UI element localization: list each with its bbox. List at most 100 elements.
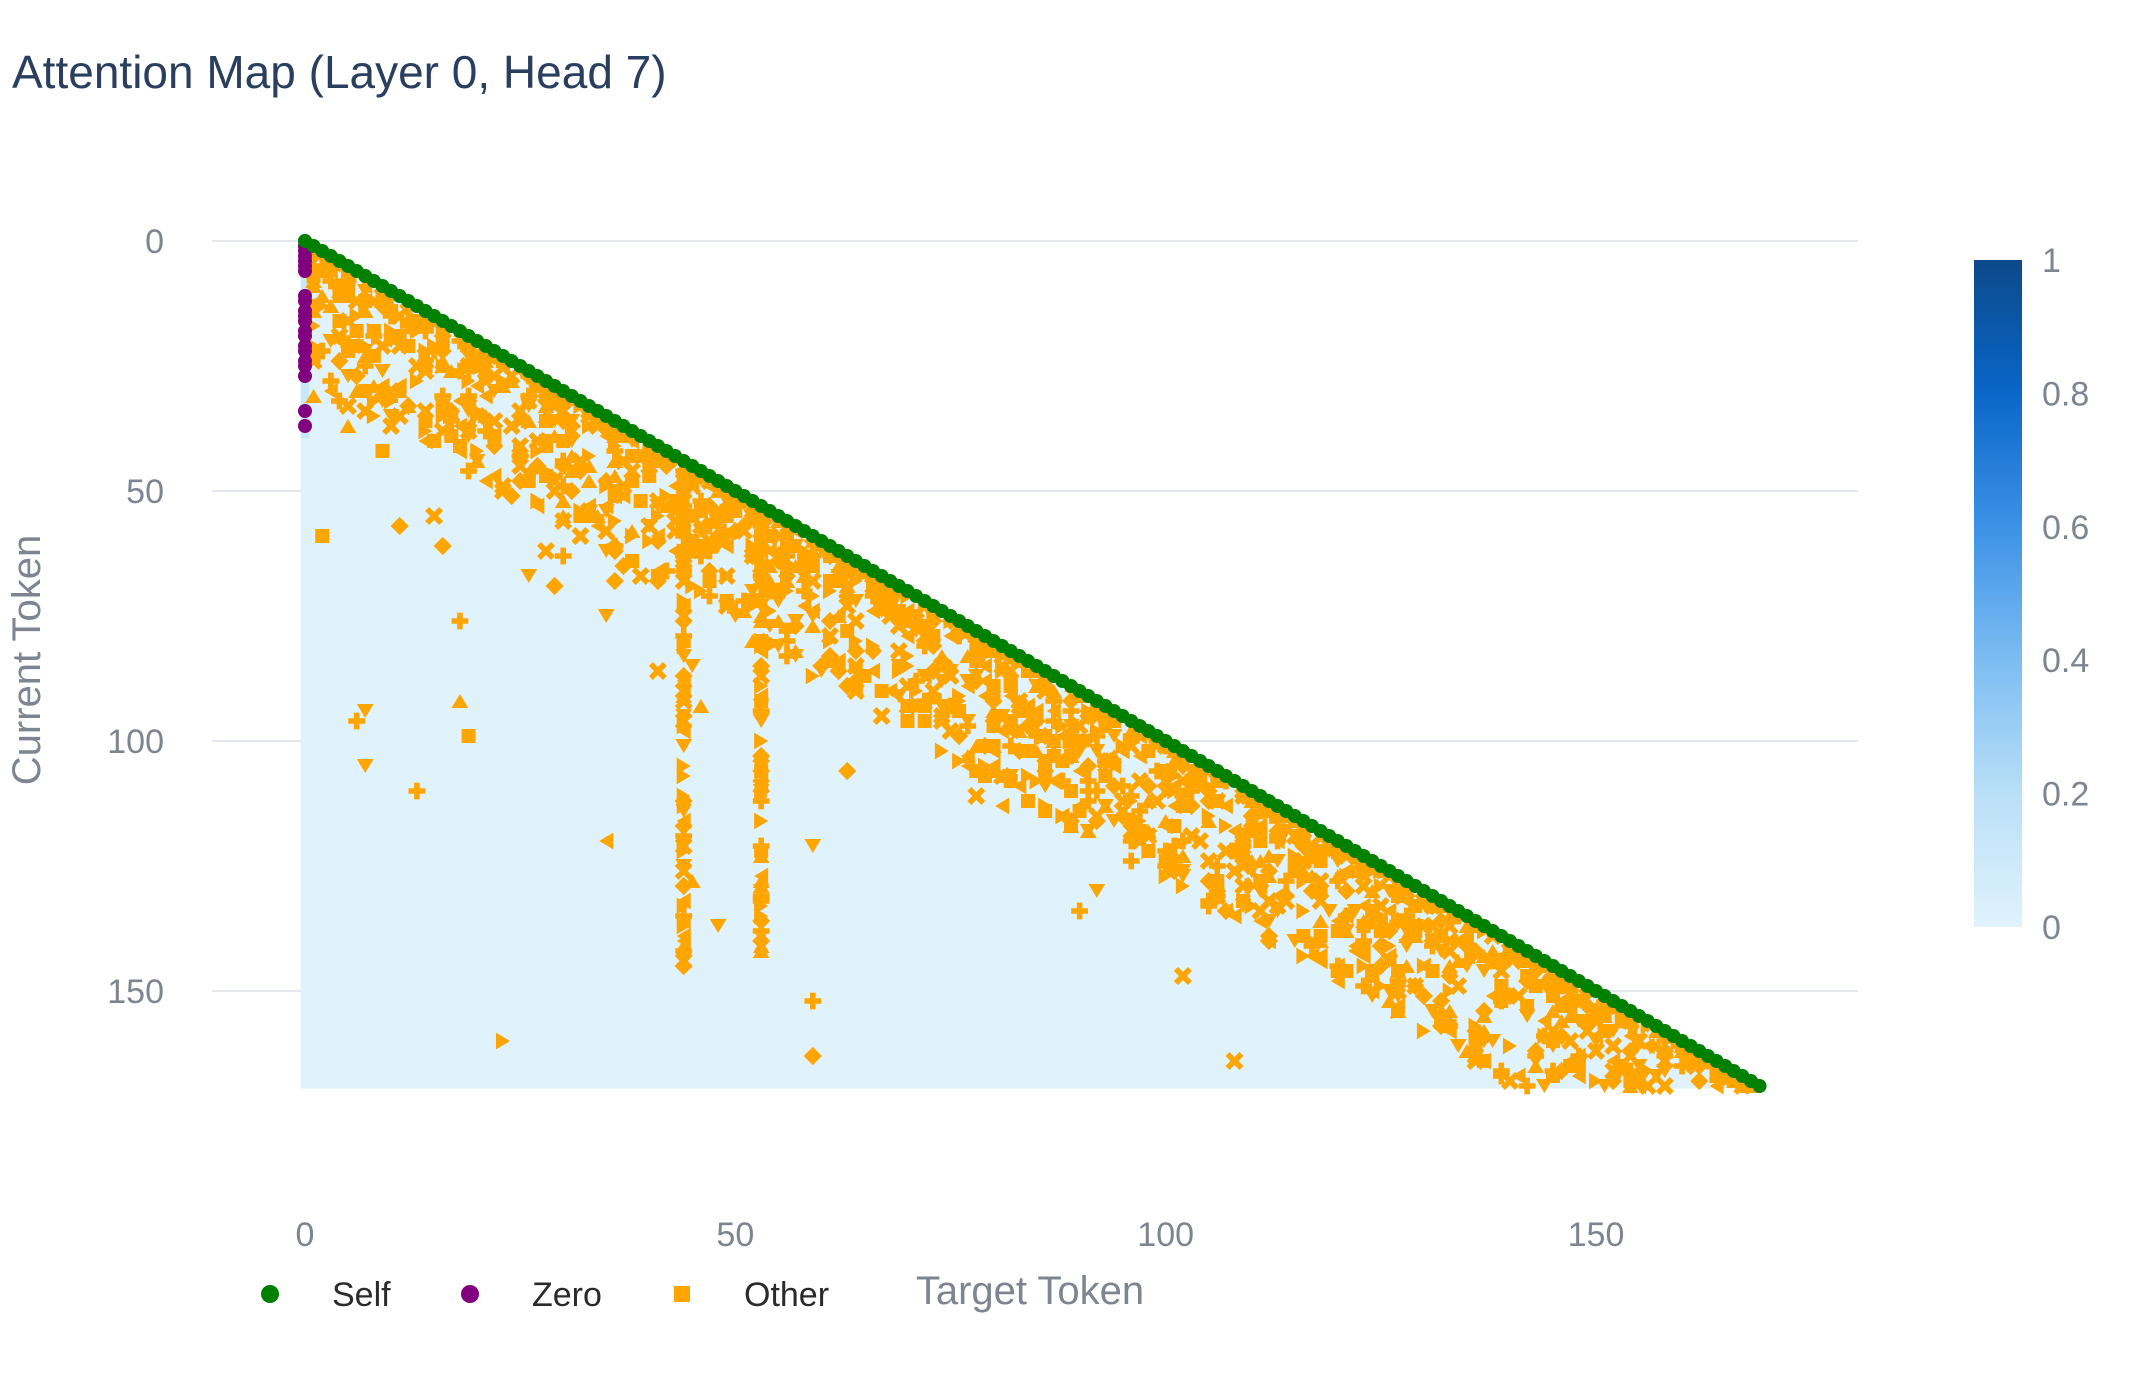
other-point bbox=[1216, 842, 1235, 860]
other-point bbox=[571, 527, 590, 545]
other-point bbox=[1296, 947, 1311, 965]
other-point bbox=[1157, 842, 1175, 860]
other-point bbox=[846, 641, 865, 661]
other-point bbox=[1346, 904, 1364, 918]
other-point bbox=[341, 344, 356, 358]
other-point bbox=[1587, 1042, 1605, 1060]
other-point bbox=[1141, 842, 1156, 860]
other-point bbox=[375, 444, 390, 458]
other-point bbox=[675, 497, 693, 515]
other-point bbox=[1062, 702, 1080, 720]
other-point bbox=[1020, 704, 1035, 718]
other-point bbox=[442, 364, 460, 378]
other-point bbox=[1414, 986, 1433, 1006]
other-point bbox=[1656, 1047, 1674, 1065]
legend-marker bbox=[461, 1285, 479, 1303]
other-point bbox=[726, 609, 744, 623]
other-point bbox=[520, 387, 538, 405]
other-point bbox=[916, 637, 934, 655]
other-point bbox=[1234, 837, 1252, 855]
other-point bbox=[1029, 702, 1044, 720]
other-point bbox=[1673, 1057, 1691, 1075]
other-point bbox=[1363, 912, 1381, 930]
other-point bbox=[848, 572, 863, 590]
other-point bbox=[676, 842, 691, 860]
other-point bbox=[478, 472, 493, 490]
other-point bbox=[520, 569, 538, 583]
other-point bbox=[418, 422, 433, 440]
other-point bbox=[1174, 832, 1192, 850]
other-point bbox=[693, 582, 708, 600]
other-point bbox=[709, 517, 727, 535]
other-point bbox=[1432, 1007, 1450, 1025]
other-point bbox=[890, 614, 908, 628]
other-point bbox=[1071, 902, 1088, 920]
other-point bbox=[676, 722, 691, 740]
other-point bbox=[348, 712, 366, 730]
other-point bbox=[503, 374, 520, 388]
other-point bbox=[1500, 986, 1520, 1006]
other-point bbox=[597, 417, 615, 435]
other-point bbox=[1622, 1017, 1639, 1035]
other-point bbox=[658, 562, 675, 580]
other-point bbox=[1132, 747, 1147, 765]
other-point bbox=[597, 504, 615, 518]
other-point bbox=[1227, 907, 1242, 925]
heatmap-cell bbox=[300, 398, 310, 404]
other-point bbox=[890, 689, 908, 703]
other-point bbox=[418, 414, 433, 428]
other-point bbox=[960, 677, 975, 695]
other-point bbox=[409, 372, 424, 390]
other-points bbox=[304, 244, 1760, 1095]
colorbar-tick-label: 0 bbox=[2042, 909, 2061, 947]
other-point bbox=[1587, 1034, 1605, 1048]
other-point bbox=[917, 714, 932, 728]
other-point bbox=[915, 621, 934, 641]
other-point bbox=[863, 641, 883, 661]
other-point bbox=[1329, 854, 1347, 868]
zero-point bbox=[298, 314, 312, 328]
other-point bbox=[485, 384, 503, 398]
other-point bbox=[1630, 1059, 1648, 1073]
other-point bbox=[1655, 1077, 1674, 1095]
other-point bbox=[1027, 711, 1046, 731]
other-point bbox=[692, 699, 710, 713]
zero-point bbox=[298, 359, 312, 373]
other-point bbox=[599, 832, 614, 850]
other-point bbox=[709, 539, 727, 553]
other-point bbox=[1088, 884, 1106, 898]
other-point bbox=[1260, 914, 1278, 928]
other-point bbox=[701, 542, 718, 560]
other-point bbox=[692, 547, 710, 565]
other-point bbox=[675, 462, 693, 480]
other-point bbox=[573, 509, 588, 523]
other-point bbox=[1122, 852, 1140, 870]
other-point bbox=[416, 362, 435, 380]
other-point bbox=[752, 714, 770, 728]
other-point bbox=[917, 697, 932, 715]
other-point bbox=[1622, 1079, 1639, 1093]
other-point bbox=[1079, 734, 1097, 748]
x-tick-label: 150 bbox=[1568, 1216, 1625, 1254]
other-point bbox=[554, 494, 572, 508]
other-point bbox=[322, 334, 340, 348]
other-point bbox=[942, 697, 959, 715]
other-point bbox=[1165, 757, 1183, 775]
other-point bbox=[1107, 757, 1122, 775]
other-point bbox=[873, 577, 891, 595]
other-point bbox=[1561, 1032, 1580, 1050]
other-point bbox=[1105, 814, 1123, 828]
other-point bbox=[950, 726, 969, 746]
other-point bbox=[374, 364, 391, 378]
other-point bbox=[1535, 1079, 1553, 1093]
other-point bbox=[752, 579, 770, 593]
other-point bbox=[917, 667, 932, 685]
other-point bbox=[1072, 762, 1087, 780]
other-point bbox=[1183, 782, 1200, 800]
other-point bbox=[401, 339, 416, 353]
other-point bbox=[1604, 1071, 1623, 1091]
other-point bbox=[433, 536, 452, 556]
other-point bbox=[1225, 862, 1244, 880]
other-point bbox=[1210, 874, 1225, 888]
other-point bbox=[883, 682, 898, 700]
